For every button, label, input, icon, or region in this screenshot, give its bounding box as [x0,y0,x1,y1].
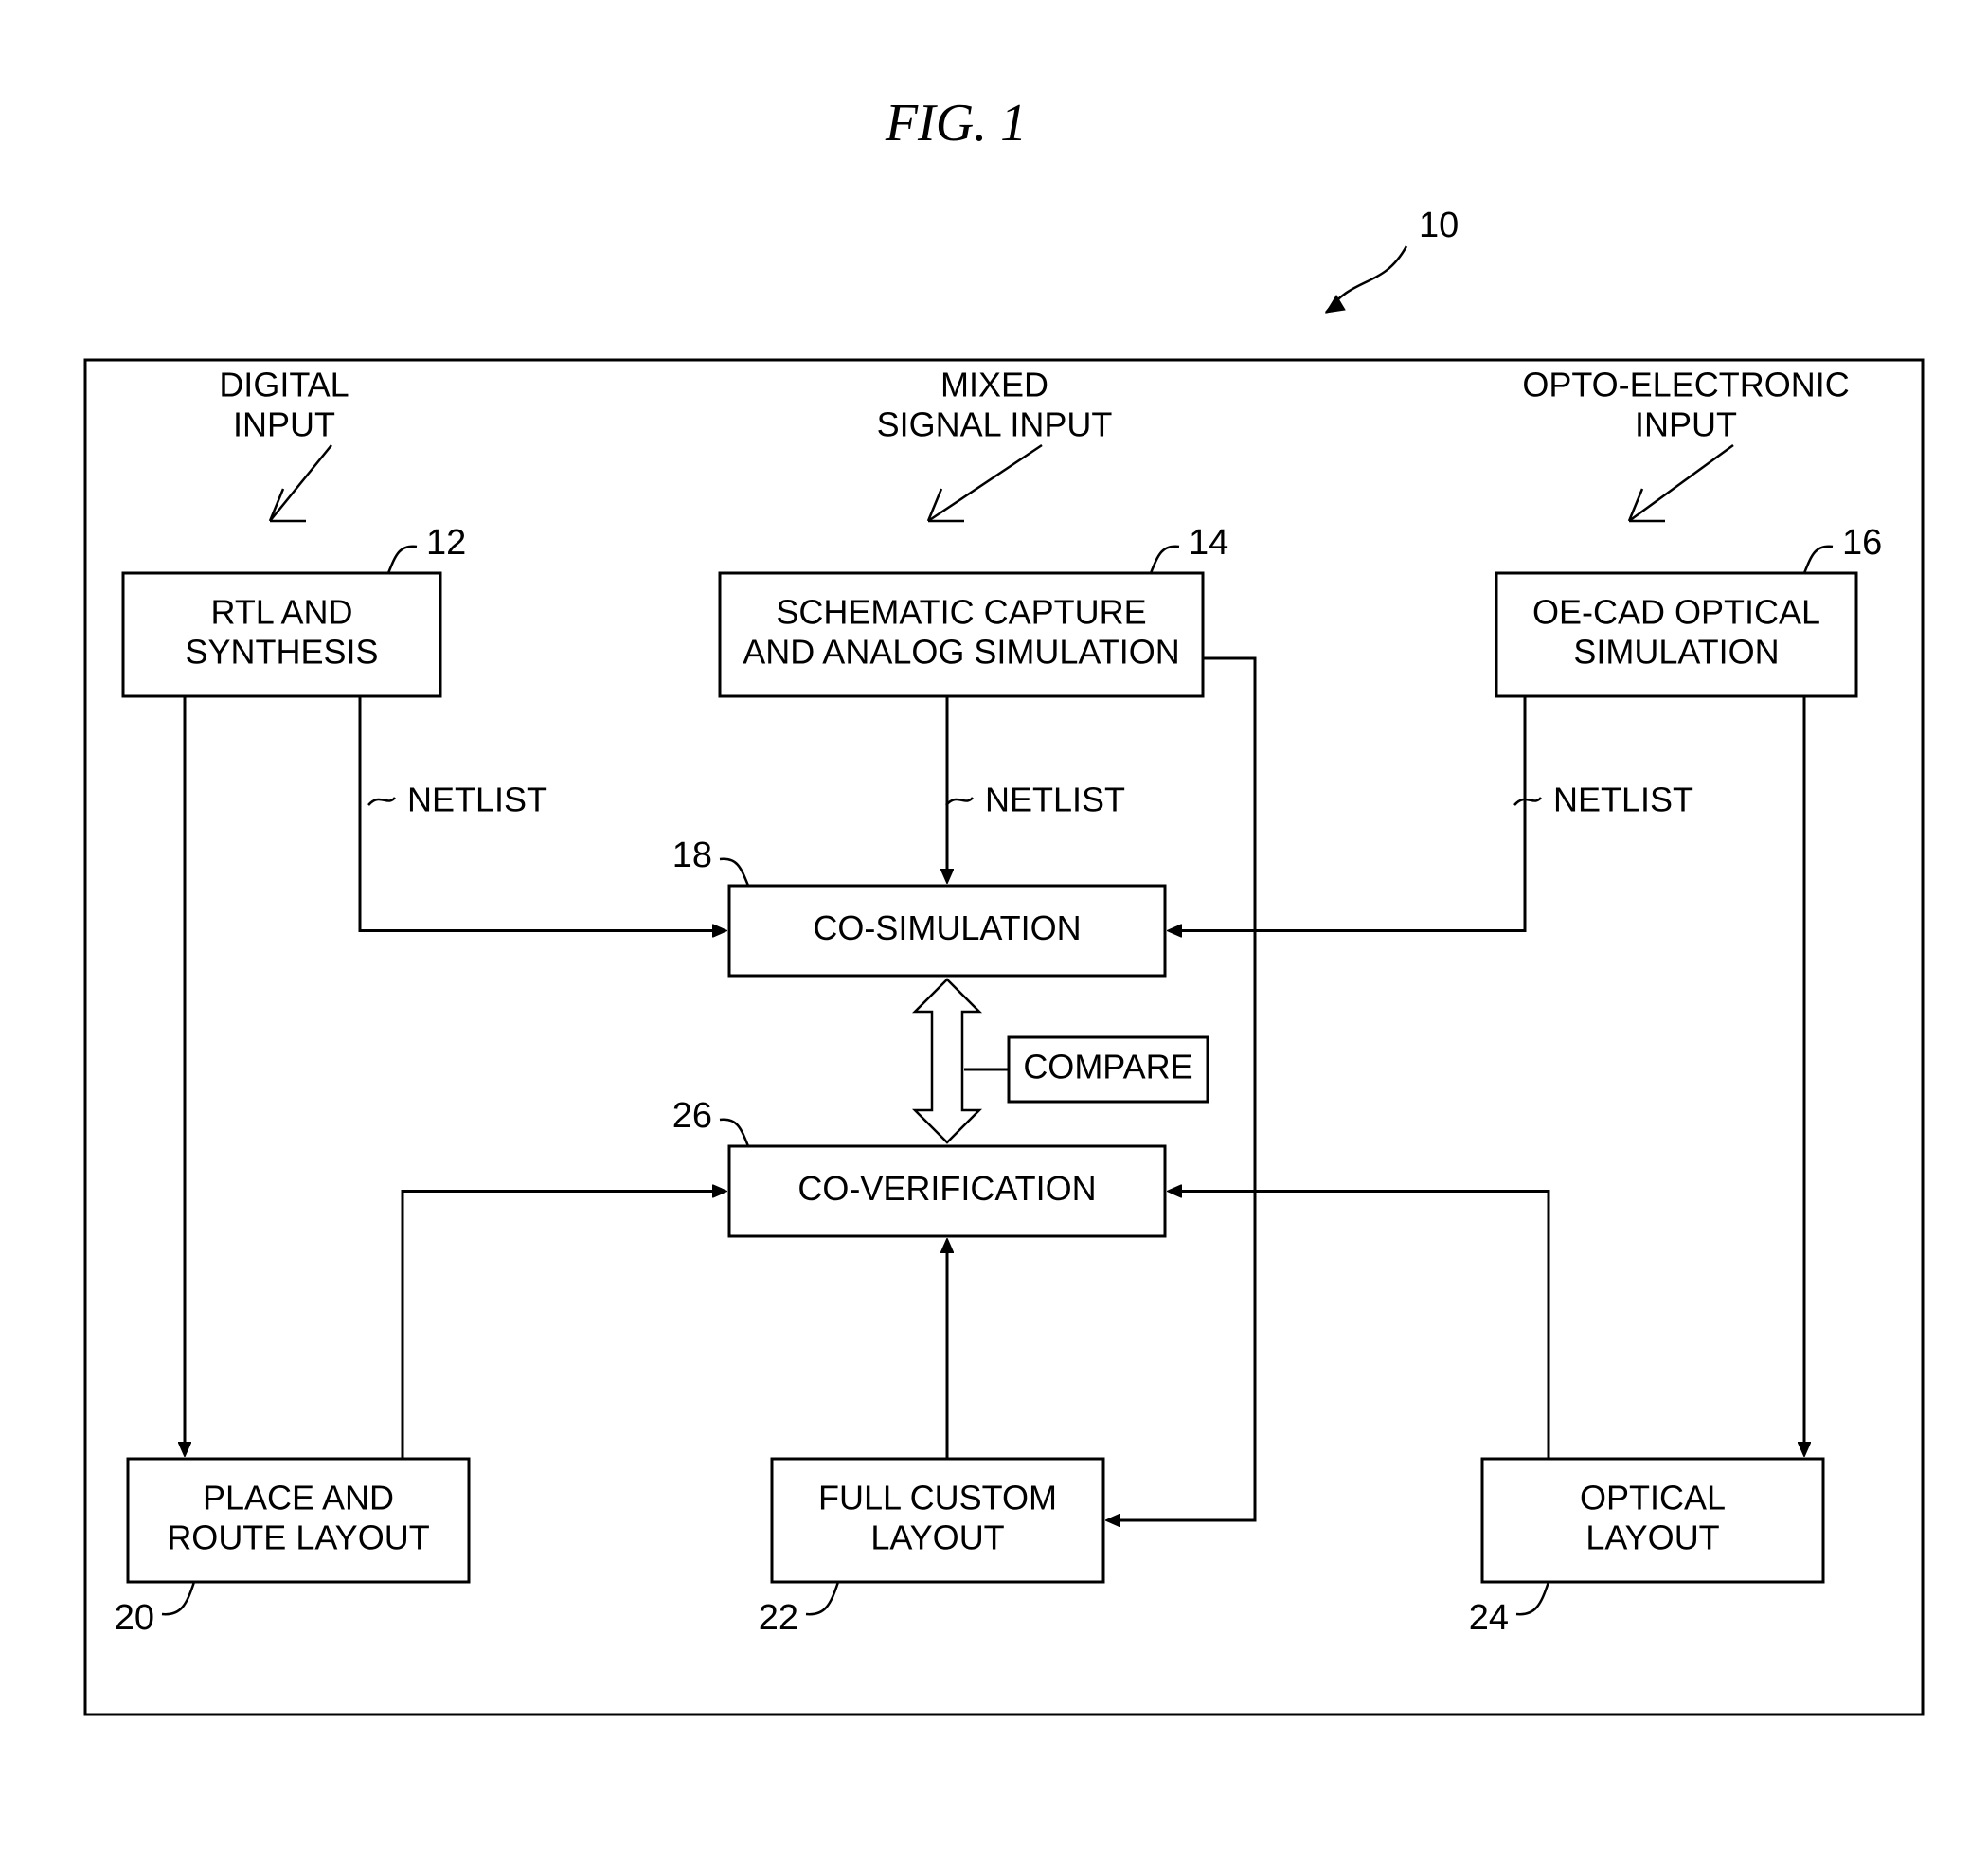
svg-text:OPTO-ELECTRONIC: OPTO-ELECTRONIC [1522,366,1849,404]
svg-text:NETLIST: NETLIST [985,780,1125,818]
svg-text:18: 18 [672,835,712,875]
svg-text:LAYOUT: LAYOUT [870,1518,1004,1557]
svg-text:FULL CUSTOM: FULL CUSTOM [818,1479,1057,1518]
svg-text:ROUTE LAYOUT: ROUTE LAYOUT [167,1518,429,1557]
svg-text:SYNTHESIS: SYNTHESIS [185,633,378,672]
svg-text:SIGNAL INPUT: SIGNAL INPUT [877,405,1113,444]
svg-text:COMPARE: COMPARE [1023,1048,1192,1087]
svg-text:14: 14 [1189,523,1228,563]
svg-text:NETLIST: NETLIST [1553,780,1693,818]
svg-text:OPTICAL: OPTICAL [1580,1479,1726,1518]
svg-text:OE-CAD OPTICAL: OE-CAD OPTICAL [1532,593,1820,632]
compare-double-arrow [915,979,979,1142]
svg-text:20: 20 [115,1598,154,1638]
svg-text:10: 10 [1419,206,1459,245]
figure-diagram: FIG. 1 10 RTL ANDSYNTHESIS 12 SCHEMATIC CAPT… [0,0,1988,1850]
svg-text:AND ANALOG SIMULATION: AND ANALOG SIMULATION [743,633,1179,672]
svg-text:CO-SIMULATION: CO-SIMULATION [813,908,1081,947]
svg-text:CO-VERIFICATION: CO-VERIFICATION [797,1169,1096,1208]
svg-text:22: 22 [759,1598,798,1638]
svg-text:12: 12 [426,523,466,563]
svg-text:LAYOUT: LAYOUT [1585,1518,1719,1557]
svg-text:RTL AND: RTL AND [210,593,352,632]
svg-text:SCHEMATIC CAPTURE: SCHEMATIC CAPTURE [776,593,1146,632]
svg-text:24: 24 [1469,1598,1509,1638]
svg-text:PLACE AND: PLACE AND [203,1479,394,1518]
svg-text:NETLIST: NETLIST [407,780,547,818]
svg-text:INPUT: INPUT [233,405,335,444]
svg-text:INPUT: INPUT [1635,405,1737,444]
svg-text:26: 26 [672,1096,712,1136]
svg-text:FIG. 1: FIG. 1 [885,94,1027,153]
svg-text:MIXED: MIXED [940,366,1048,404]
svg-text:DIGITAL: DIGITAL [219,366,349,404]
svg-text:16: 16 [1842,523,1882,563]
svg-text:SIMULATION: SIMULATION [1573,633,1779,672]
